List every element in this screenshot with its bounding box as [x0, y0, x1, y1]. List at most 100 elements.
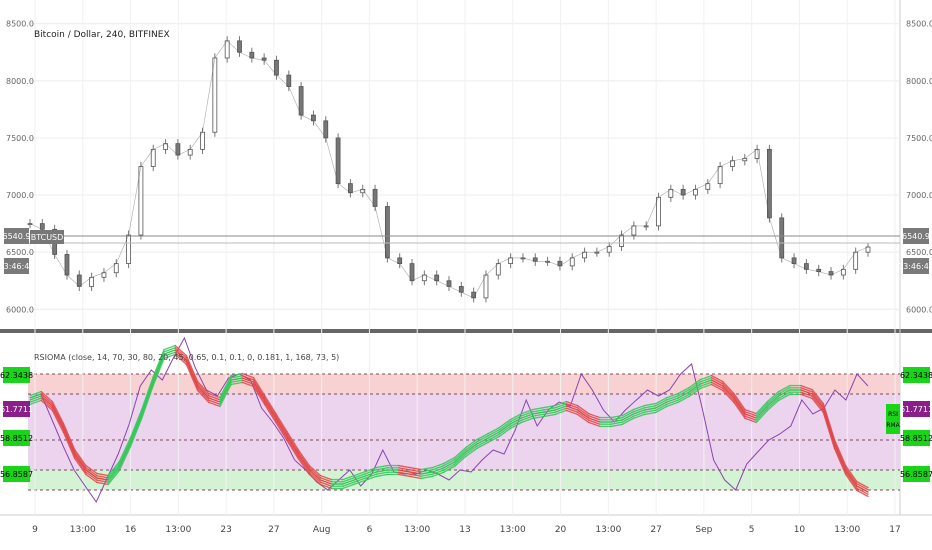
ribbon-segment [40, 390, 54, 403]
ribbon-segment [51, 407, 65, 431]
ribbon-segment [833, 438, 847, 467]
ribbon-segment [62, 425, 76, 453]
indicator-plot [29, 336, 869, 504]
time-axis[interactable]: 9 13:00 16 13:00 23 27 Aug 6 13:00 13 13:00 20 13:00… [32, 525, 901, 535]
left-ind-label-4-bg [3, 466, 30, 482]
ribbon-segment [96, 481, 109, 486]
ribbon-segment [498, 425, 512, 435]
ribbon-segment [487, 435, 500, 444]
ribbon-segment [610, 419, 623, 423]
ribbon-segment [800, 391, 813, 397]
ribbon-segment [319, 474, 333, 481]
ribbon-segment [364, 471, 378, 477]
ribbon-segment [208, 401, 221, 408]
ribbon-segment [29, 393, 42, 399]
x-tick-label: Aug [313, 525, 331, 535]
ribbon-segment [733, 399, 746, 417]
ribbon-segment [722, 387, 735, 401]
price-axis[interactable]: 8500.0 8500.0 8000.0 8000.0 7500.0 7500.0 7000… [6, 20, 932, 315]
right-price-badge: 6540.9 [902, 232, 930, 241]
ribbon-segment [610, 417, 623, 421]
ribbon-segment [286, 435, 299, 455]
ribbon-segment [241, 381, 255, 388]
ribbon-segment [643, 405, 657, 409]
ribbon-segment [744, 415, 757, 421]
ribbon-segment [62, 422, 76, 451]
ribbon-segment [420, 469, 433, 473]
ribbon-segment [297, 457, 311, 476]
ribbon-segment [677, 386, 690, 395]
candle-body [779, 217, 785, 259]
ribbon-segment [554, 403, 568, 409]
ribbon-segment [498, 427, 512, 438]
ribbon-segment [342, 483, 355, 490]
x-tick-label: 13:00 [70, 525, 96, 535]
right-ind-label-2-bg [903, 401, 930, 417]
left-ind-label-4: 56.8587 [0, 470, 33, 479]
right-y-tick-label: 7000.0 [906, 191, 932, 200]
ribbon-segment [699, 383, 713, 390]
left-y-tick-label: 6500.0 [6, 248, 34, 257]
ribbon-segment [476, 432, 489, 441]
ribbon-segment [219, 379, 232, 403]
ribbon-segment [208, 397, 221, 403]
ribbon-segment [487, 431, 500, 439]
ribbon-segment [319, 479, 333, 485]
ribbon-segment [364, 473, 378, 479]
ribbon-segment [766, 399, 780, 412]
ribbon-segment [208, 399, 221, 405]
rsi-line [29, 336, 869, 504]
ribbon-segment [420, 475, 433, 480]
x-tick-label: 16 [125, 525, 137, 535]
ribbon-segment [129, 415, 143, 445]
pane-divider[interactable] [0, 329, 932, 333]
ribbon-segment [409, 473, 422, 477]
candle-body [298, 86, 304, 116]
ribbon-segment [353, 470, 366, 477]
ribbon-segment [465, 443, 478, 453]
candle-body [175, 143, 181, 156]
ribbon-segment [297, 451, 311, 469]
left-ind-label-1: 62.3438 [0, 371, 33, 380]
ribbon-segment [465, 438, 478, 449]
ribbon-segment [398, 471, 411, 475]
ribbon-segment [643, 409, 657, 413]
ribbon-segment [129, 408, 143, 439]
right-ind-label-3: 58.8512 [900, 434, 932, 443]
ribbon-segment [856, 489, 869, 498]
ribbon-segment [62, 429, 76, 457]
ribbon-segment [576, 407, 590, 417]
ribbon-segment [308, 467, 322, 479]
ribbon-segment [722, 383, 735, 397]
ribbon-segment [96, 475, 109, 479]
ribbon-segment [587, 417, 601, 423]
ribbon-segment [286, 433, 299, 453]
ribbon-segment [319, 481, 333, 487]
ribbon-segment [777, 389, 791, 397]
ribbon-segment [587, 412, 601, 419]
ribbon-segment [755, 400, 769, 415]
ribbon-segment [800, 384, 813, 391]
ribbon-segment [755, 409, 769, 424]
ribbon-segment [51, 400, 65, 425]
candle-body [335, 137, 341, 185]
ribbon-segment [666, 392, 679, 399]
left-y-tick-label: 6000.0 [6, 305, 34, 314]
left-ind-label-2-bg [3, 401, 30, 417]
ribbon-segment [811, 397, 825, 414]
ribbon-segment [520, 417, 534, 424]
ribbon-segment [230, 372, 243, 377]
ribbon-segment [73, 451, 87, 469]
x-tick-label: 6 [367, 525, 373, 535]
ribbon-segment [275, 419, 288, 439]
ribbon-segment [777, 391, 791, 399]
ribbon-segment [532, 411, 545, 415]
candle-body [384, 206, 390, 259]
right-y-tick-label: 8500.0 [906, 20, 932, 29]
x-tick-label: 13:00 [834, 525, 860, 535]
ribbon-segment [476, 441, 489, 450]
ribbon-segment [29, 395, 42, 401]
ribbon-segment [152, 355, 165, 385]
ribbon-segment [565, 403, 579, 409]
